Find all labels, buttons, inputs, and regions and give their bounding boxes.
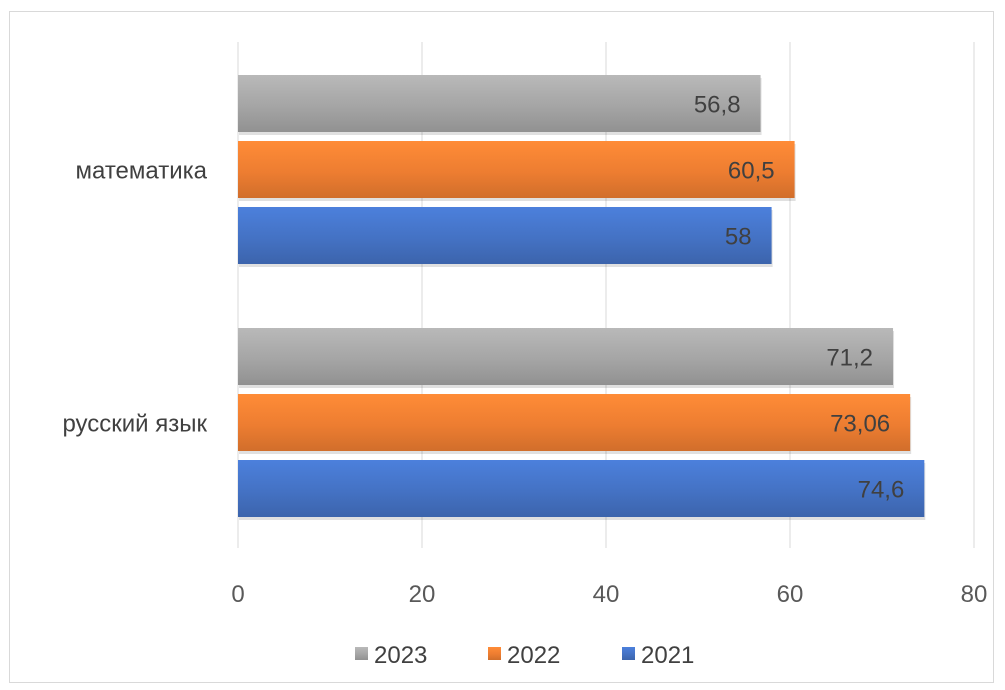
legend-swatch xyxy=(355,647,368,660)
bar-2021-2 xyxy=(238,460,925,517)
legend-label: 2023 xyxy=(374,642,427,669)
x-tick-label: 40 xyxy=(593,581,620,608)
bar-2023-2 xyxy=(238,328,894,385)
x-tick-label: 60 xyxy=(777,581,804,608)
bar-value-label: 60,5 xyxy=(728,158,775,185)
legend-item-2021: 2021 xyxy=(622,642,694,669)
bar-2021-1 xyxy=(238,207,772,264)
bar-value-label: 74,6 xyxy=(858,477,905,504)
x-tick-label: 0 xyxy=(231,581,244,608)
bar-value-label: 71,2 xyxy=(826,345,873,372)
legend-swatch xyxy=(488,647,501,660)
x-tick-label: 20 xyxy=(409,581,436,608)
category-label: математика xyxy=(76,158,208,185)
bar-2023-1 xyxy=(238,75,761,132)
legend-label: 2022 xyxy=(507,642,560,669)
legend-swatch xyxy=(622,647,635,660)
bar-2022-1 xyxy=(238,141,795,198)
bar-value-label: 56,8 xyxy=(694,92,741,119)
legend-item-2022: 2022 xyxy=(488,642,560,669)
bar-value-label: 58 xyxy=(725,224,752,251)
legend-item-2023: 2023 xyxy=(355,642,427,669)
bar-2022-2 xyxy=(238,394,911,451)
category-label: русский язык xyxy=(62,411,207,438)
bar-value-label: 73,06 xyxy=(830,411,890,438)
x-tick-label: 80 xyxy=(961,581,988,608)
legend-label: 2021 xyxy=(641,642,694,669)
